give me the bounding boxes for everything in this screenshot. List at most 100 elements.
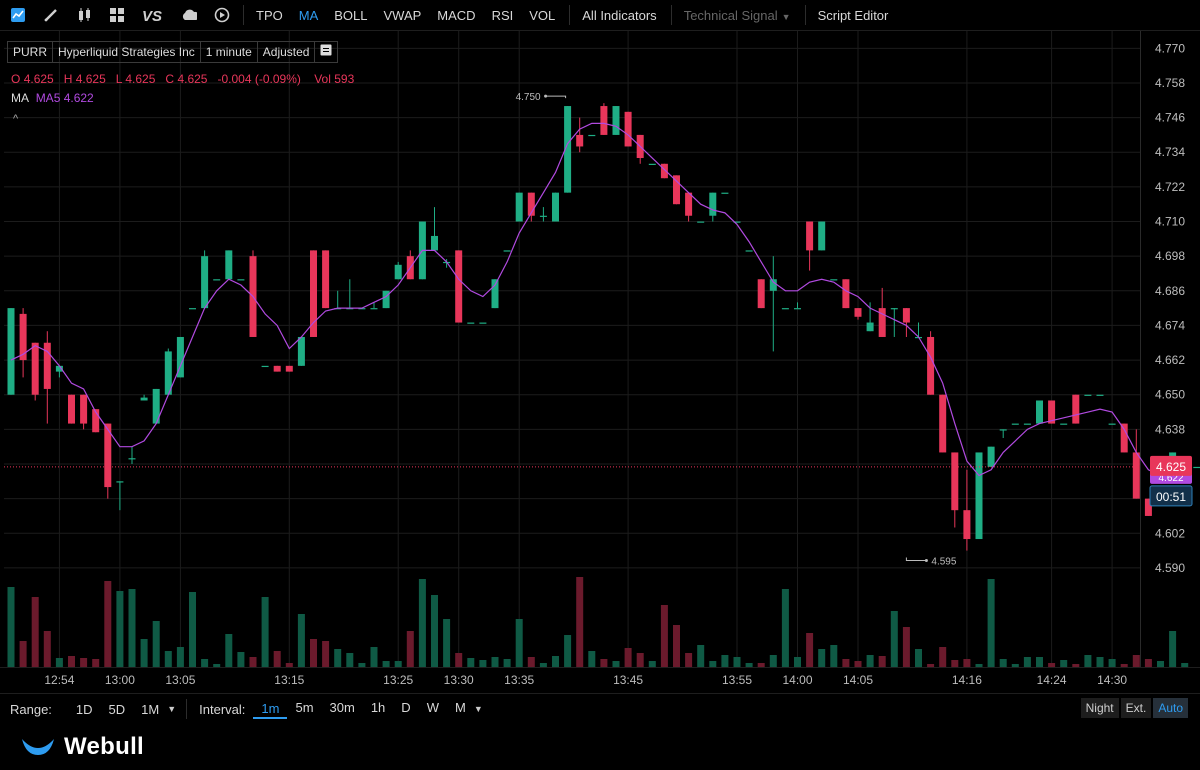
volume-bar <box>806 633 814 667</box>
range-1m-button[interactable]: 1M <box>141 701 160 717</box>
time-tick-label: 13:15 <box>274 673 304 687</box>
volume-bar <box>624 648 632 667</box>
volume-bar <box>721 655 729 667</box>
replay-icon[interactable] <box>214 7 230 23</box>
candle-up <box>503 250 511 252</box>
price-tick-label: 4.602 <box>1155 526 1185 540</box>
volume-bar <box>80 658 88 667</box>
indicator-rsi-button[interactable]: RSI <box>491 7 514 23</box>
volume-bar <box>467 658 475 667</box>
webull-logo-icon <box>22 739 54 755</box>
current-price-tag <box>1150 455 1192 476</box>
mode-night-button[interactable]: Night <box>1080 698 1119 718</box>
candles-icon[interactable] <box>76 7 92 23</box>
candle-down <box>757 279 765 309</box>
menu-icon[interactable] <box>315 42 337 62</box>
candle-up <box>394 264 402 280</box>
volume-bar <box>431 595 438 667</box>
indicator-boll-button[interactable]: BOLL <box>334 7 368 23</box>
interval-1h-button[interactable]: 1h <box>370 699 386 715</box>
interval-w-button[interactable]: W <box>426 699 439 715</box>
indicator-ma-button[interactable]: MA <box>298 7 319 23</box>
indicator-macd-button[interactable]: MACD <box>437 7 476 23</box>
price-chart[interactable]: 4.770 4.758 4.746 4.734 4.722 4.710 4.698 4.686… <box>0 31 1200 691</box>
volume-bar <box>334 649 342 667</box>
candle-up <box>709 192 717 216</box>
volume-bar <box>92 659 100 667</box>
range-1d-button[interactable]: 1D <box>75 701 93 717</box>
chart-icon[interactable] <box>10 7 26 23</box>
candle-down <box>31 342 39 395</box>
candle-down <box>322 250 330 309</box>
volume-bar <box>660 605 668 667</box>
interval-1m-button[interactable]: 1m <box>253 700 288 719</box>
interval-5m-button[interactable]: 5m <box>295 699 314 715</box>
candle-up <box>237 279 245 281</box>
chevron-down-icon[interactable]: ▼ <box>167 704 177 714</box>
interval-30m-button[interactable]: 30m <box>329 699 355 715</box>
volume-bar <box>951 660 959 667</box>
time-tick-label: 13:05 <box>165 673 195 687</box>
time-tick-label: 14:00 <box>782 673 812 687</box>
candle-up <box>1036 400 1043 424</box>
bottom-toolbar: Range: 1D 5D 1M ▼ Interval: 1m 5m 30m 1h D W M ▼… <box>0 693 1200 724</box>
cloud-icon[interactable] <box>181 7 197 23</box>
volume-bar <box>1157 661 1164 667</box>
volume-bar <box>673 625 680 667</box>
candle-up <box>830 279 838 281</box>
volume-bar <box>140 639 148 667</box>
volume-bar <box>164 651 172 667</box>
interval-m-button[interactable]: M <box>454 699 466 715</box>
candle-up <box>721 192 729 194</box>
all-indicators-button[interactable]: All Indicators <box>582 7 657 23</box>
technical-signal-dropdown[interactable]: Technical Signal ▼ <box>683 7 791 23</box>
layout-icon[interactable] <box>109 7 125 23</box>
svg-text:VS: VS <box>142 8 162 23</box>
indicator-tpo-button[interactable]: TPO <box>256 7 283 23</box>
volume-bar <box>394 661 402 667</box>
range-5d-button[interactable]: 5D <box>108 701 126 717</box>
candle-up <box>781 308 789 310</box>
candle-up <box>140 397 148 401</box>
volume-bar <box>600 659 608 667</box>
volume-bar <box>225 634 233 667</box>
chevron-down-icon[interactable]: ▼ <box>473 704 483 714</box>
indicator-vol-button[interactable]: VOL <box>529 7 556 23</box>
draw-icon[interactable] <box>43 7 59 23</box>
high-marker-line <box>545 95 567 99</box>
volume-bar <box>68 656 75 667</box>
low-marker-line <box>905 557 927 561</box>
interval-d-button[interactable]: D <box>401 699 411 715</box>
candle-up <box>1060 423 1068 425</box>
time-tick-label: 13:45 <box>613 673 643 687</box>
volume-bar <box>576 577 584 667</box>
volume-bar <box>1060 660 1068 667</box>
candle-down <box>854 308 862 317</box>
candle-up <box>588 134 596 137</box>
volume-bar <box>697 645 705 667</box>
mode-ext-button[interactable]: Ext. <box>1120 698 1152 718</box>
volume-bar <box>491 657 499 667</box>
script-editor-button[interactable]: Script Editor <box>817 7 889 23</box>
volume-bar <box>370 647 378 667</box>
candle-down <box>927 336 935 395</box>
volume-bar <box>781 589 789 667</box>
volume-bar <box>297 614 305 667</box>
symbol-box[interactable]: PURR Hyperliquid Strategies Inc 1 minute… <box>7 41 339 63</box>
candle-down <box>455 250 463 323</box>
high-marker-dot <box>544 94 548 98</box>
indicator-vwap-button[interactable]: VWAP <box>383 7 422 23</box>
collapse-icon[interactable]: ^ <box>13 113 19 125</box>
candle-up <box>1096 394 1104 396</box>
mode-auto-button[interactable]: Auto <box>1153 698 1188 718</box>
volume-bar <box>648 661 656 667</box>
volume-bar <box>116 591 124 667</box>
candle-up <box>1011 423 1019 425</box>
candle-down <box>963 510 971 540</box>
volume-bar <box>842 659 850 667</box>
volume-bar <box>1072 664 1080 667</box>
compare-icon[interactable]: VS <box>142 7 164 23</box>
countdown-tag <box>1149 485 1193 507</box>
toolbar-divider <box>804 5 806 25</box>
candle-up <box>818 221 826 251</box>
